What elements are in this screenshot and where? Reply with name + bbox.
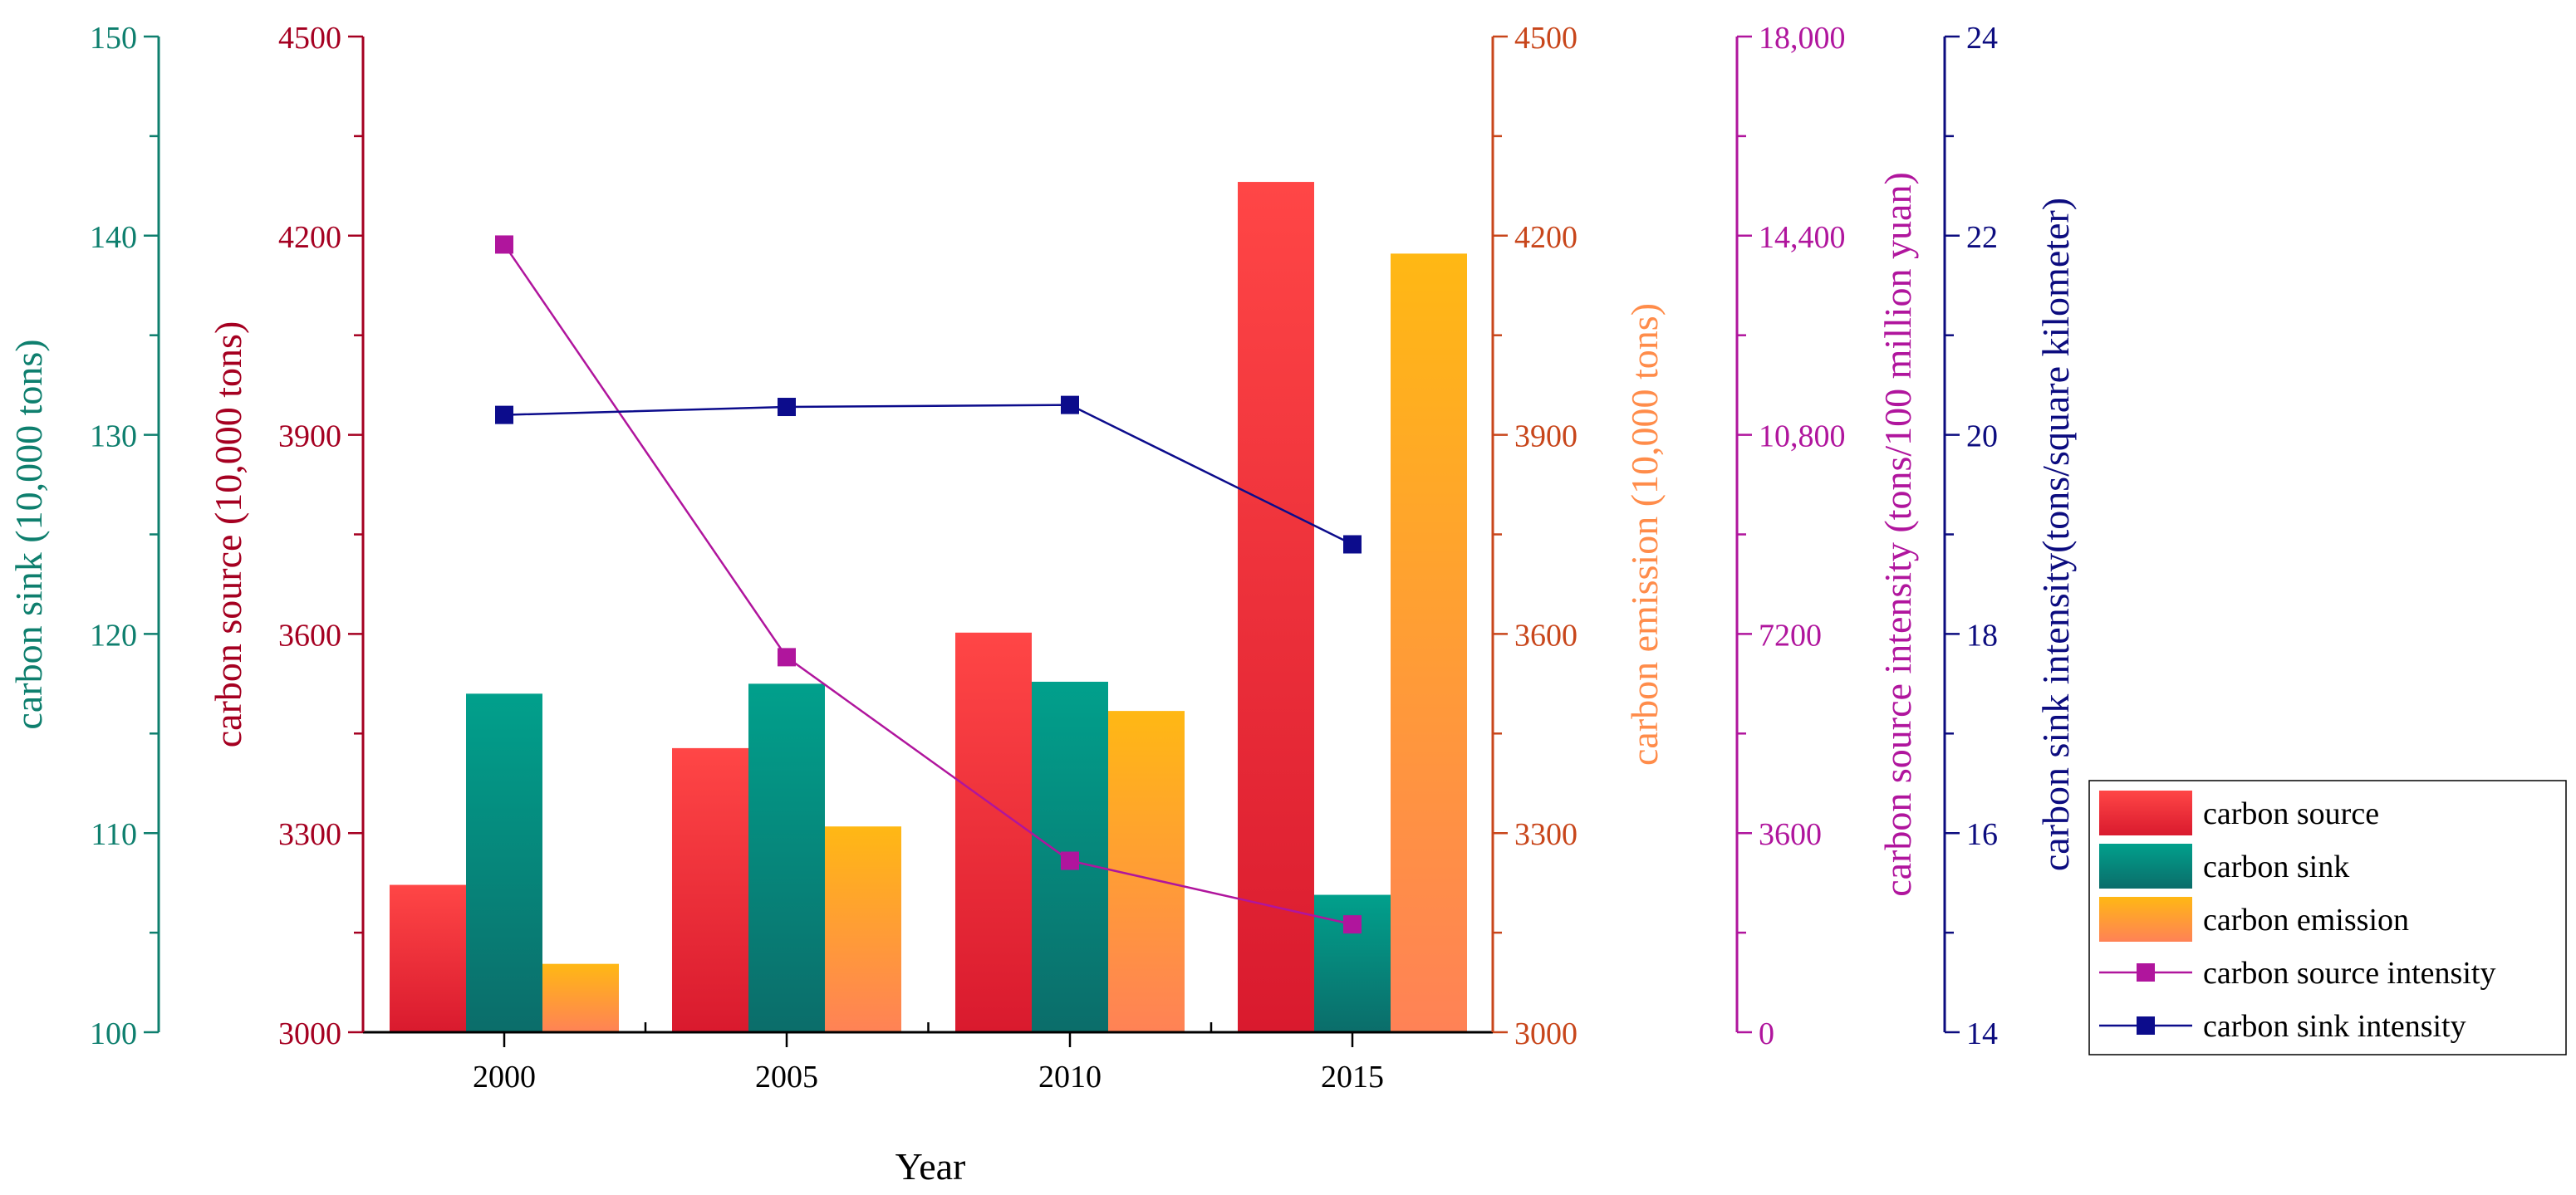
axis-source-title: carbon source (10,000 tons) [207, 321, 249, 748]
line-sink_intensity [503, 404, 1353, 546]
axis-source_intensity-tick-label: 3600 [1759, 817, 1822, 852]
axis-sink-tick-label: 110 [91, 817, 137, 852]
bar-source-2010 [955, 632, 1032, 1032]
axis-source_intensity-title: carbon source intensity (tons/100 millio… [1877, 172, 1919, 897]
axis-source-tick-label: 3000 [278, 1016, 341, 1051]
axis-emission-tick-label: 3300 [1514, 817, 1577, 852]
legend-swatch-sink [2099, 844, 2192, 889]
bar-emission-2005 [825, 826, 901, 1032]
axis-sink-tick-label: 140 [90, 220, 137, 255]
bar-sink-2005 [748, 683, 825, 1032]
bar-sink-2000 [466, 693, 542, 1032]
axis-source-tick-label: 3900 [278, 419, 341, 454]
axis-sink_intensity-tick-label: 16 [1966, 817, 1998, 852]
point-sink_intensity-2010 [1061, 395, 1079, 414]
point-source_intensity-2010 [1061, 851, 1079, 870]
legend-label-emission: carbon emission [2203, 903, 2409, 938]
legend: carbon source carbon sink carbon emission c… [2088, 780, 2567, 1055]
axis-sink_intensity-title: carbon sink intensity(tons/square kilome… [2034, 198, 2077, 871]
point-source_intensity-2015 [1343, 915, 1362, 934]
axis-source-tick-label: 4500 [278, 21, 341, 56]
axis-sink-tick-label: 130 [90, 419, 137, 454]
bar-source-2005 [672, 747, 748, 1032]
bar-source-2015 [1238, 182, 1314, 1032]
x-axis-title: Year [895, 1145, 966, 1188]
axis-sink-title: carbon sink (10,000 tons) [7, 339, 50, 729]
axis-source-tick-label: 3300 [278, 817, 341, 852]
axis-emission-tick-label: 3600 [1514, 618, 1577, 653]
x-tick-label: 2000 [473, 1060, 536, 1095]
axis-emission-tick-label: 3000 [1514, 1016, 1577, 1051]
x-tick-label: 2010 [1038, 1060, 1102, 1095]
legend-marker-sink_intensity [2137, 1016, 2155, 1035]
axis-sink_intensity-tick-label: 24 [1966, 21, 1998, 56]
x-tick-label: 2015 [1321, 1060, 1384, 1095]
axis-sink_intensity-tick-label: 20 [1966, 419, 1998, 454]
point-sink_intensity-2015 [1343, 535, 1362, 554]
point-sink_intensity-2000 [495, 405, 513, 424]
line-source_intensity [503, 243, 1353, 926]
x-tick-label: 2005 [755, 1060, 818, 1095]
axis-source_intensity-tick-label: 10,800 [1759, 419, 1846, 454]
axis-source_intensity-tick-label: 14,400 [1759, 220, 1846, 255]
axis-emission-tick-label: 3900 [1514, 419, 1577, 454]
axis-sink_intensity-tick-label: 14 [1966, 1016, 1998, 1051]
point-source_intensity-2000 [495, 235, 513, 254]
legend-label-source: carbon source [2203, 796, 2379, 831]
axis-source_intensity-tick-label: 7200 [1759, 618, 1822, 653]
axis-sink-tick-label: 100 [90, 1016, 137, 1051]
axis-source-tick-label: 3600 [278, 618, 341, 653]
axis-source_intensity-tick-label: 0 [1759, 1016, 1774, 1051]
legend-marker-source_intensity [2137, 963, 2155, 982]
legend-swatch-source [2099, 791, 2192, 835]
axis-emission-tick-label: 4200 [1514, 220, 1577, 255]
axis-sink_intensity-tick-label: 22 [1966, 220, 1998, 255]
axis-sink_intensity-tick-label: 18 [1966, 618, 1998, 653]
legend-label-source_intensity: carbon source intensity [2203, 956, 2495, 991]
legend-swatch-emission [2099, 897, 2192, 942]
legend-label-sink_intensity: carbon sink intensity [2203, 1009, 2466, 1044]
bar-emission-2015 [1391, 253, 1467, 1033]
axis-emission-tick-label: 4500 [1514, 21, 1577, 56]
axis-source_intensity-tick-label: 18,000 [1759, 21, 1846, 56]
bar-source-2000 [390, 884, 466, 1032]
axis-sink-tick-label: 120 [90, 618, 137, 653]
point-sink_intensity-2005 [778, 398, 796, 417]
axis-sink-tick-label: 150 [90, 21, 137, 56]
legend-label-sink: carbon sink [2203, 850, 2349, 884]
point-source_intensity-2005 [778, 648, 796, 667]
axis-emission-title: carbon emission (10,000 tons) [1623, 303, 1666, 766]
bar-emission-2000 [542, 963, 619, 1032]
axis-source-tick-label: 4200 [278, 220, 341, 255]
